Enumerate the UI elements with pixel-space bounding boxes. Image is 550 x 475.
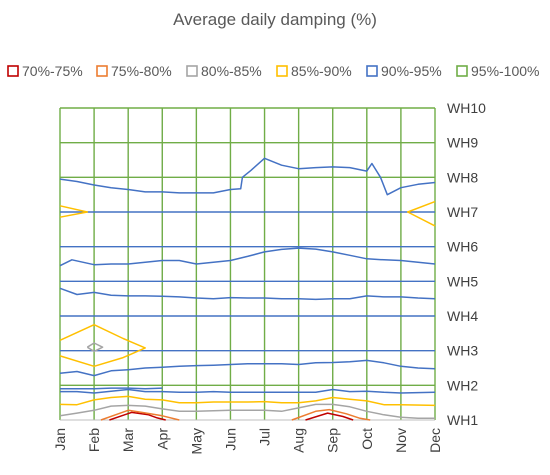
series-line [109, 411, 166, 421]
x-tick-label: Jul [257, 428, 273, 446]
series-line [406, 200, 436, 227]
series-line [86, 342, 104, 353]
series-line [305, 412, 354, 421]
y-tick-labels: WH1 WH2 WH3 WH4 WH5 WH6 WH7 WH8 WH9 WH10 [447, 100, 486, 428]
x-tick-label: Aug [291, 428, 307, 453]
series-layer [59, 157, 436, 421]
series-line [59, 157, 436, 196]
chart-title: Average daily damping (%) [173, 10, 377, 29]
series-line [59, 323, 146, 368]
legend-label: 95%-100% [471, 63, 540, 79]
legend-item: 90%-95% [366, 63, 442, 79]
legend-item: 80%-85% [186, 63, 262, 79]
y-tick-label: WH4 [447, 308, 478, 324]
y-tick-label: WH8 [447, 169, 478, 185]
legend-swatch [456, 65, 468, 77]
legend-swatch [96, 65, 108, 77]
x-tick-label: Jan [52, 428, 68, 451]
x-tick-label: Apr [154, 428, 170, 450]
legend-label: 75%-80% [111, 63, 172, 79]
series-line [59, 359, 436, 377]
series-line [59, 247, 436, 267]
series-line [59, 205, 89, 218]
series-line [60, 388, 436, 394]
x-tick-label: Feb [86, 428, 102, 452]
legend-swatch [186, 65, 198, 77]
legend-label: 70%-75% [22, 63, 83, 79]
series-line [59, 395, 436, 407]
x-tick-label: Sep [325, 428, 341, 453]
y-tick-label: WH9 [447, 135, 478, 151]
y-tick-label: WH3 [447, 343, 478, 359]
legend-item: 95%-100% [456, 63, 540, 79]
legend-swatch [7, 65, 19, 77]
y-tick-label: WH2 [447, 377, 478, 393]
x-tick-label: Mar [120, 428, 136, 452]
y-tick-label: WH10 [447, 100, 486, 116]
x-tick-label: Oct [359, 428, 375, 450]
series-line [59, 287, 436, 301]
legend-item: 70%-75% [7, 63, 83, 79]
legend-item: 75%-80% [96, 63, 172, 79]
series-line [60, 387, 163, 390]
y-tick-label: WH5 [447, 273, 478, 289]
y-tick-label: WH6 [447, 239, 478, 255]
x-tick-label: Jun [222, 428, 238, 451]
legend-swatch [276, 65, 288, 77]
x-tick-label: May [188, 428, 204, 454]
series-line [100, 409, 180, 421]
chart-legend: 70%-75% 75%-80% 80%-85% 85%-90% 90%-95% 95%-1… [7, 63, 540, 79]
y-tick-label: WH7 [447, 204, 478, 220]
legend-label: 90%-95% [381, 63, 442, 79]
legend-label: 80%-85% [201, 63, 262, 79]
series-line [291, 408, 371, 421]
legend-label: 85%-90% [291, 63, 352, 79]
legend-swatch [366, 65, 378, 77]
legend-item: 85%-90% [276, 63, 352, 79]
series-line [59, 403, 435, 420]
y-tick-label: WH1 [447, 412, 478, 428]
x-tick-label: Nov [393, 428, 409, 453]
x-tick-labels: Jan Feb Mar Apr May Jun Jul Aug Sep Oct Nov Dec [52, 428, 443, 455]
x-tick-label: Dec [427, 428, 443, 453]
